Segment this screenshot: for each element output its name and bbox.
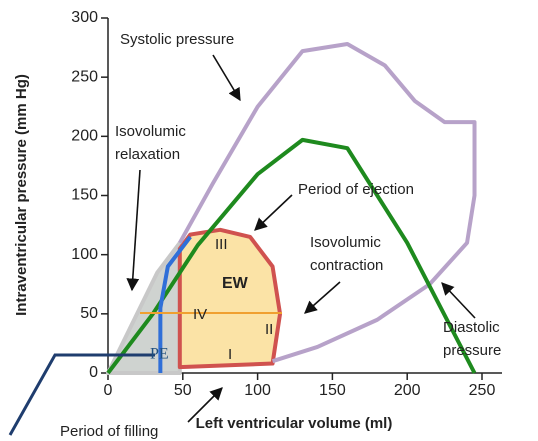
arrow: [304, 281, 341, 314]
x-tick-label: 0: [104, 382, 113, 399]
annotation: relaxation: [115, 146, 180, 163]
arrow: [254, 194, 293, 231]
x-tick-label: 100: [244, 382, 271, 399]
annotation: IV: [193, 306, 207, 323]
annotation: EW: [222, 275, 249, 292]
x-axis-label: Left ventricular volume (ml): [196, 415, 393, 432]
arrow: [441, 282, 476, 319]
annotation: Period of ejection: [298, 181, 414, 198]
arrows: [126, 54, 476, 423]
curve: [158, 235, 192, 373]
y-tick-label: 150: [71, 187, 98, 204]
y-tick-label: 0: [89, 364, 98, 381]
annotation: pressure: [443, 342, 501, 359]
x-tick-label: 250: [469, 382, 496, 399]
annotation: Period of filling: [60, 423, 158, 440]
annotation: II: [265, 321, 273, 338]
annotations: Systolic pressure Isovolumic relaxation Per…: [60, 31, 501, 440]
y-tick-label: 50: [80, 305, 98, 322]
x-tick-label: 200: [394, 382, 421, 399]
plot: 0 50 100 150 200 250 300 0 50 100 150 200 250: [71, 9, 502, 399]
y-tick-label: 200: [71, 128, 98, 145]
arrow: [212, 54, 241, 102]
annotation: Diastolic: [443, 319, 500, 336]
annotation: I: [228, 346, 232, 363]
curve: [178, 42, 477, 364]
arrow: [126, 169, 141, 292]
annotation: Systolic pressure: [120, 31, 234, 48]
pointer-line: [8, 353, 155, 436]
annotation: Isovolumic: [310, 234, 381, 251]
x-tick-label: 150: [319, 382, 346, 399]
x-tick-label: 50: [174, 382, 192, 399]
y-tick-label: 100: [71, 246, 98, 263]
annotation: PE: [150, 346, 169, 363]
arrow: [187, 387, 223, 423]
y-axis-label: Intraventricular pressure (mm Hg): [13, 74, 30, 316]
y-tick-label: 250: [71, 68, 98, 85]
y-tick-label: 300: [71, 9, 98, 26]
annotation: III: [215, 236, 228, 253]
annotation: Isovolumic: [115, 123, 186, 140]
annotation: contraction: [310, 257, 383, 274]
